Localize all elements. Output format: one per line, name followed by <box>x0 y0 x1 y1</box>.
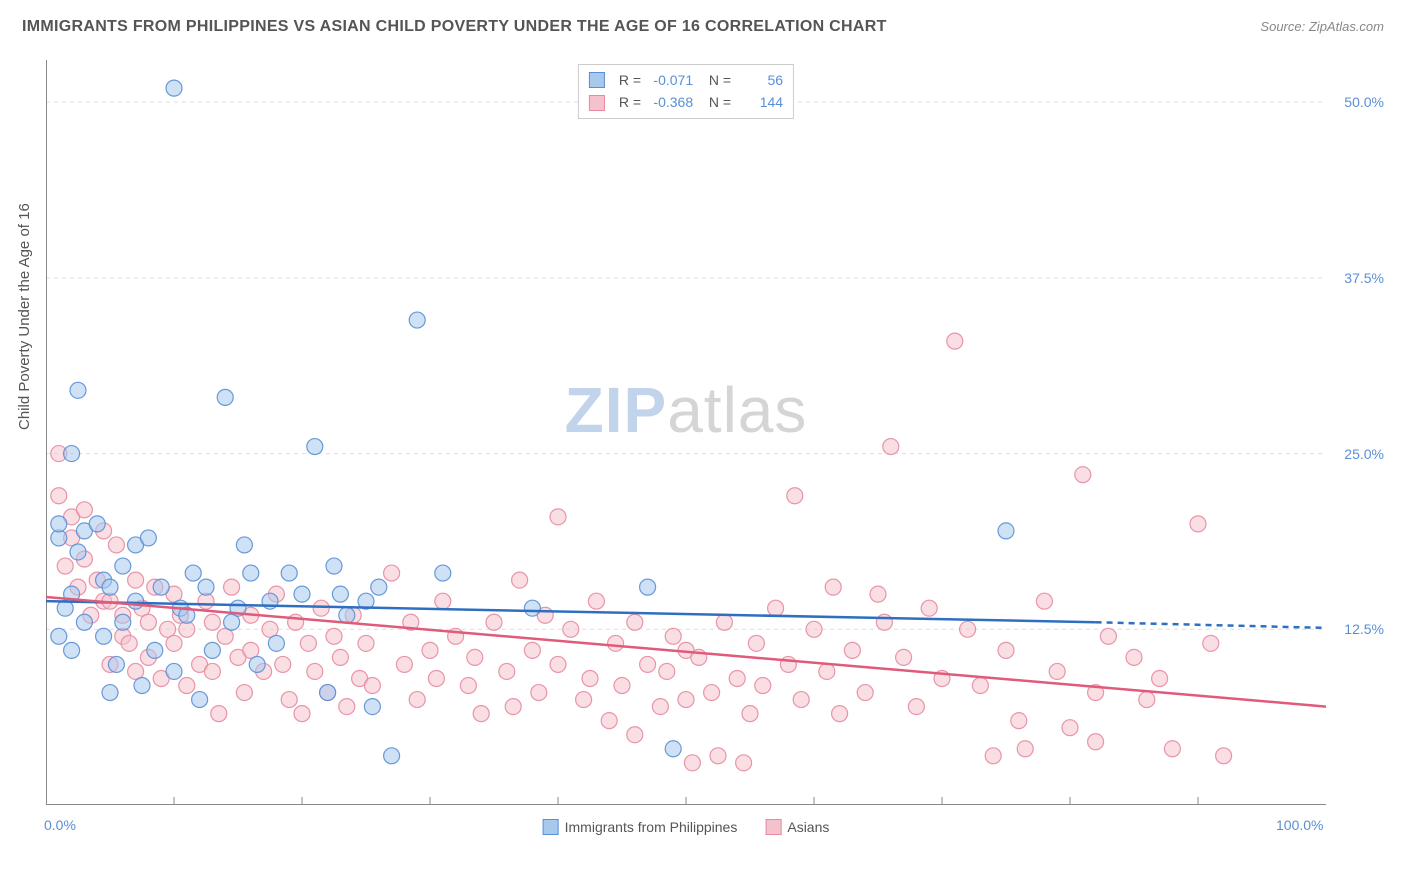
source-label: Source: <box>1260 19 1305 34</box>
legend-swatch <box>589 72 605 88</box>
legend-swatch <box>765 819 781 835</box>
y-tick-label: 25.0% <box>1344 446 1384 462</box>
correlation-legend-row: R = -0.368 N = 144 <box>589 91 783 113</box>
source-credit: Source: ZipAtlas.com <box>1260 19 1384 34</box>
correlation-legend: R = -0.071 N = 56 R = -0.368 N = 144 <box>578 64 794 119</box>
y-tick-label: 50.0% <box>1344 94 1384 110</box>
legend-swatch <box>589 95 605 111</box>
source-value: ZipAtlas.com <box>1309 19 1384 34</box>
n-value: 56 <box>739 69 783 91</box>
r-label: R = <box>619 91 641 113</box>
correlation-legend-row: R = -0.071 N = 56 <box>589 69 783 91</box>
x-tick-label: 0.0% <box>44 817 76 833</box>
x-tick-label: 100.0% <box>1276 817 1323 833</box>
scatter-plot-svg <box>46 60 1326 805</box>
n-value: 144 <box>739 91 783 113</box>
chart-title: IMMIGRANTS FROM PHILIPPINES VS ASIAN CHI… <box>22 18 887 36</box>
plot-area: ZIPatlas R =-0.071 N =56R =-0.368 N =144… <box>46 60 1326 805</box>
r-value: -0.368 <box>649 91 693 113</box>
n-label: N = <box>701 69 731 91</box>
chart-header: IMMIGRANTS FROM PHILIPPINES VS ASIAN CHI… <box>0 0 1406 46</box>
legend-label: Asians <box>787 819 829 835</box>
n-label: N = <box>701 91 731 113</box>
y-tick-label: 12.5% <box>1344 621 1384 637</box>
y-tick-label: 37.5% <box>1344 270 1384 286</box>
y-axis-label: Child Poverty Under the Age of 16 <box>16 203 33 430</box>
r-label: R = <box>619 69 641 91</box>
r-value: -0.071 <box>649 69 693 91</box>
series-legend: Immigrants from Philippines Asians <box>543 819 830 835</box>
legend-swatch <box>543 819 559 835</box>
legend-item: Asians <box>765 819 829 835</box>
legend-item: Immigrants from Philippines <box>543 819 738 835</box>
legend-label: Immigrants from Philippines <box>565 819 738 835</box>
